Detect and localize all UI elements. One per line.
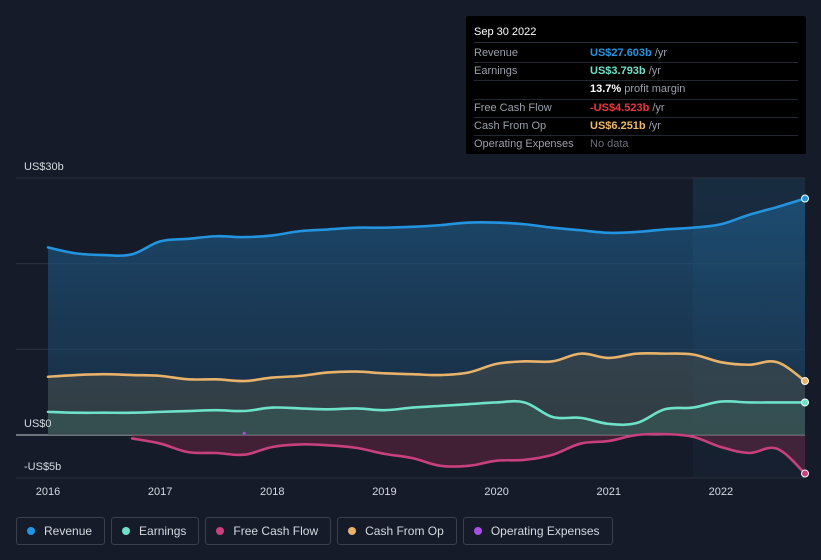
y-tick-label: US$0: [24, 418, 52, 430]
legend-item-earnings[interactable]: Earnings: [111, 517, 200, 545]
legend-item-revenue[interactable]: Revenue: [16, 517, 106, 545]
x-axis-ticks: 2016 2017 2018 2019 2020 2021 2022: [36, 486, 733, 498]
legend-item-operating-expenses[interactable]: Operating Expenses: [462, 517, 613, 545]
legend-label: Cash From Op: [365, 524, 444, 538]
revenue-end-marker: [801, 194, 809, 203]
tooltip-value-suffix: /yr: [645, 119, 661, 132]
tooltip-value-suffix: /yr: [651, 47, 668, 59]
x-tick-label: 2018: [260, 486, 284, 498]
series-lines: [46, 197, 807, 475]
x-tick-label: 2016: [36, 486, 60, 498]
legend-label: Earnings: [139, 524, 187, 538]
tooltip-date: Sep 30 2022: [474, 22, 798, 43]
legend-label: Revenue: [44, 524, 93, 538]
tooltip-value-suffix: /yr: [645, 65, 661, 78]
tooltip-value-number: US$27.603b: [590, 47, 652, 59]
earnings-end-marker: [801, 398, 809, 407]
legend-dot-icon: [122, 527, 131, 535]
legend-item-cash-from-op[interactable]: Cash From Op: [337, 517, 457, 545]
tooltip-value-suffix: /yr: [649, 101, 665, 114]
tooltip-value-number: US$3.793b: [590, 65, 646, 78]
tooltip-label: [474, 81, 590, 98]
tooltip-value: US$27.603b /yr: [590, 45, 667, 62]
tooltip-value-number: No data: [590, 137, 629, 150]
y-tick-label: -US$5b: [24, 461, 61, 473]
cash-from-op-line: [46, 351, 807, 383]
tooltip-row: 13.7% profit margin: [474, 81, 798, 100]
tooltip-label: Earnings: [474, 65, 518, 78]
legend-dot-icon: [27, 527, 35, 535]
tooltip-value: -US$4.523b /yr: [590, 100, 665, 117]
tooltip-label: Cash From Op: [474, 119, 547, 132]
series-end-markers: [242, 194, 809, 478]
legend-dot-icon: [473, 527, 482, 535]
free-cash-flow-end-marker: [801, 469, 809, 478]
legend-dot-icon: [348, 527, 357, 535]
free-cash-flow-line: [130, 432, 807, 475]
tooltip-row: Earnings US$3.793b /yr: [474, 63, 798, 82]
revenue-line: [46, 197, 807, 257]
legend-dot-icon: [216, 527, 225, 535]
earnings-line: [46, 399, 807, 427]
cash-from-op-area: [48, 353, 805, 435]
tooltip-rows: Revenue US$27.603b /yr Earnings US$3.793b /…: [474, 45, 798, 153]
tooltip-label: Free Cash Flow: [474, 101, 552, 114]
operating-expenses-point: [242, 431, 246, 435]
tooltip-label: Revenue: [474, 47, 519, 59]
legend-label: Operating Expenses: [490, 524, 600, 538]
tooltip-value-suffix: profit margin: [621, 83, 686, 96]
tooltip-row: Operating Expenses No data: [474, 136, 798, 153]
legend-item-free-cash-flow[interactable]: Free Cash Flow: [205, 517, 332, 545]
earnings-area: [48, 401, 805, 435]
tooltip-value-number: 13.7%: [590, 83, 622, 96]
tooltip-value: US$6.251b /yr: [590, 118, 661, 135]
tooltip-value-number: US$6.251b: [590, 119, 646, 132]
legend-label: Free Cash Flow: [233, 524, 319, 538]
tooltip-row: Revenue US$27.603b /yr: [474, 45, 798, 64]
tooltip-value: 13.7% profit margin: [590, 81, 685, 98]
x-tick-label: 2019: [372, 486, 396, 498]
tooltip-value-number: -US$4.523b: [590, 101, 650, 114]
cash-from-op-end-marker: [801, 377, 809, 386]
y-tick-label: US$30b: [24, 161, 64, 173]
x-tick-label: 2017: [148, 486, 172, 498]
y-axis-ticks: US$30b US$0 -US$5b: [24, 161, 64, 473]
revenue-area: [48, 198, 805, 435]
x-tick-label: 2022: [709, 486, 733, 498]
tooltip-row: Free Cash Flow -US$4.523b /yr: [474, 100, 798, 118]
legend: Revenue Earnings Free Cash Flow Cash From O…: [16, 517, 613, 545]
tooltip: Sep 30 2022 Revenue US$27.603b /yr Earning…: [466, 16, 806, 154]
tooltip-row: Cash From Op US$6.251b /yr: [474, 118, 798, 136]
x-tick-label: 2020: [484, 486, 508, 498]
tooltip-value: No data: [590, 136, 629, 153]
x-tick-label: 2021: [596, 486, 620, 498]
tooltip-value: US$3.793b /yr: [590, 63, 661, 80]
tooltip-label: Operating Expenses: [474, 137, 574, 150]
